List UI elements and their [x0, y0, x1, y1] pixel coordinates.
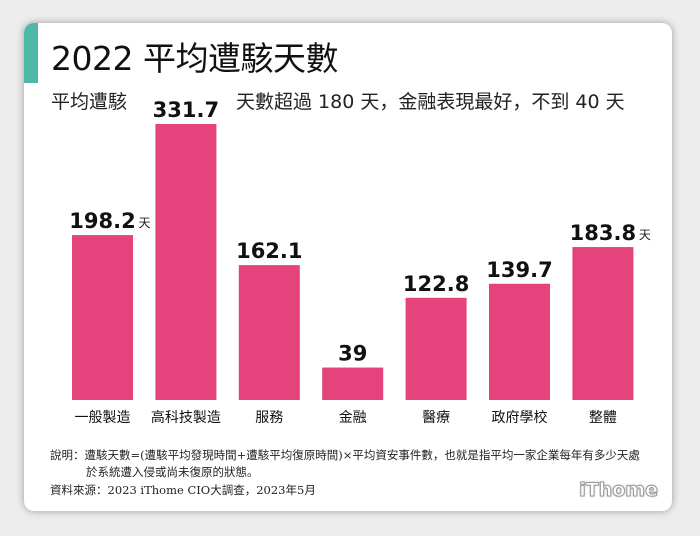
subtitle-part2: 天數超過 180 天，金融表現最好，不到 40 天	[236, 91, 625, 113]
chart-title: 2022 平均遭駭天數	[51, 39, 338, 78]
data-label-2: 162.1	[236, 239, 302, 263]
category-label-0: 一般製造	[75, 410, 131, 426]
data-label-1: 331.7	[153, 98, 219, 122]
category-label-1: 高科技製造	[151, 409, 221, 426]
category-label-2: 服務	[255, 410, 283, 426]
category-label-5: 政府學校	[492, 409, 548, 426]
note-line1: 說明：遭駭天數=(遭駭平均發現時間+遭駭平均復原時間)×平均資安事件數，也就是指…	[50, 448, 640, 462]
ithome-logo: iThome	[579, 479, 659, 502]
bar-2	[238, 265, 300, 400]
bar-6	[572, 247, 634, 400]
data-label-3: 39	[338, 342, 367, 366]
bar-3	[322, 367, 384, 400]
data-label-0: 198.2	[69, 209, 135, 233]
data-label-5: 139.7	[486, 258, 552, 282]
source-note: 資料來源：2023 iThome CIO大調查，2023年5月	[50, 483, 316, 497]
data-label-6: 183.8	[570, 221, 636, 245]
bar-5	[489, 283, 550, 400]
accent-bar	[24, 23, 38, 83]
note-line2: 於系統遭入侵或尚未復原的狀態。	[86, 465, 259, 479]
bar-1	[155, 124, 217, 400]
chart-card: 2022 平均遭駭天數 平均遭駭 天數超過 180 天，金融表現最好，不到 40…	[24, 23, 672, 511]
data-label-4: 122.8	[403, 272, 469, 296]
bar-0	[72, 235, 133, 400]
category-label-3: 金融	[339, 410, 367, 426]
category-label-4: 醫療	[422, 409, 450, 426]
bar-4	[405, 297, 467, 400]
unit-label-6: 天	[639, 228, 651, 242]
unit-label-0: 天	[139, 216, 151, 230]
category-label-6: 整體	[589, 410, 617, 426]
subtitle-part1: 平均遭駭	[51, 91, 128, 113]
